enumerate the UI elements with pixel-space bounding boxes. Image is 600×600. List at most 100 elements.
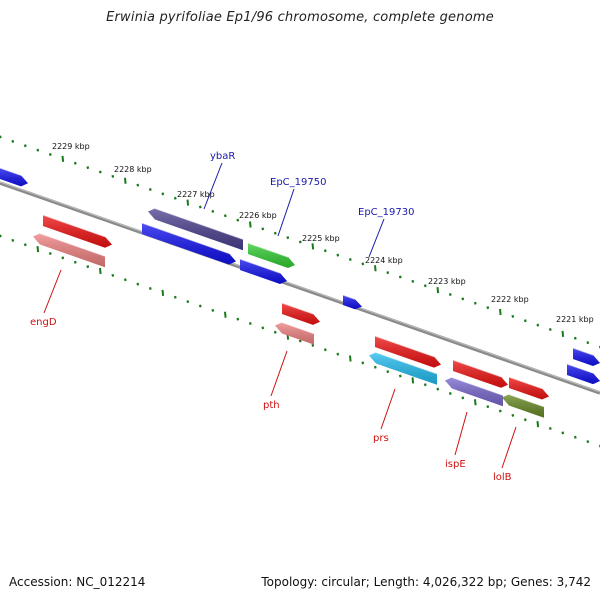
tick-mark [173, 196, 177, 200]
gene-feature[interactable] [275, 321, 315, 345]
tick-mark [336, 253, 340, 257]
scale-tick-label: 2228 kbp [114, 165, 152, 174]
tick-mark [523, 319, 527, 323]
gene-feature[interactable] [33, 232, 106, 268]
tick-mark [298, 240, 302, 244]
chromosome-backbone-highlight [0, 181, 600, 393]
gene-feature[interactable] [342, 294, 362, 310]
accession-text: Accession: NC_012214 [9, 575, 146, 589]
tick-mark [211, 308, 215, 312]
tick-mark [548, 328, 552, 331]
tick-mark [86, 166, 90, 170]
tick-mark [198, 304, 202, 308]
tick-mark [386, 271, 390, 275]
tick-mark [361, 361, 365, 365]
gene-label[interactable]: lolB [493, 472, 512, 483]
gene-feature[interactable] [281, 302, 320, 325]
gene-label-leader [454, 411, 468, 456]
tick-mark [536, 421, 540, 428]
tick-mark [136, 282, 140, 286]
tick-mark [111, 273, 115, 277]
tick-mark [286, 236, 290, 240]
gene-feature[interactable] [445, 376, 504, 407]
gene-features [0, 167, 600, 418]
tick-mark [186, 300, 190, 304]
tick-mark [361, 262, 365, 266]
gene-label[interactable]: prs [373, 433, 389, 444]
gene-feature[interactable] [247, 242, 295, 268]
gene-label-leader [380, 388, 396, 430]
tick-mark [99, 267, 102, 275]
tick-mark [374, 265, 377, 272]
tick-mark [211, 209, 215, 213]
tick-mark [311, 243, 315, 250]
tick-mark [61, 155, 65, 162]
tick-mark [561, 330, 565, 337]
tick-mark [73, 161, 77, 165]
tick-mark [498, 409, 502, 413]
tick-mark [373, 365, 377, 369]
gene-feature[interactable] [42, 214, 112, 248]
gene-feature[interactable] [148, 207, 244, 251]
gene-label[interactable]: EpC_19750 [270, 177, 326, 188]
tick-mark [461, 396, 465, 400]
scale-tick-label: 2223 kbp [428, 277, 466, 286]
tick-mark [123, 278, 127, 282]
tick-mark [0, 234, 2, 238]
gene-label[interactable]: pth [263, 400, 280, 411]
gene-feature[interactable] [508, 376, 549, 400]
gene-feature[interactable] [0, 167, 28, 187]
gene-feature[interactable] [141, 222, 236, 265]
tick-mark [386, 370, 390, 374]
gene-labels: ybaR EpC_19750 EpC_19730 engD pth prs ispE lolB [30, 151, 517, 483]
tick-mark [548, 427, 552, 430]
gene-label-leader [203, 162, 223, 210]
gene-feature[interactable] [452, 359, 508, 388]
tick-mark [523, 418, 527, 422]
gene-feature[interactable] [572, 347, 600, 366]
gene-label[interactable]: EpC_19730 [358, 207, 414, 218]
tick-mark [161, 192, 165, 196]
tick-mark [148, 287, 152, 290]
tick-mark [36, 148, 40, 152]
tick-mark [499, 308, 502, 316]
tick-mark [348, 258, 352, 261]
topology-text: Topology: circular; Length: 4,026,322 bp… [261, 575, 591, 589]
tick-mark [298, 339, 302, 343]
gene-feature[interactable] [566, 363, 600, 385]
tick-mark [486, 405, 490, 409]
tick-mark [411, 279, 415, 283]
tick-mark [586, 440, 590, 444]
tick-mark [61, 256, 65, 260]
tick-mark [173, 295, 177, 299]
tick-mark [436, 287, 440, 294]
tick-mark [0, 135, 2, 139]
tick-mark [511, 314, 515, 318]
tick-mark [198, 205, 202, 209]
gene-label[interactable]: ispE [445, 459, 466, 470]
gene-feature[interactable] [239, 258, 287, 284]
tick-mark [161, 289, 165, 296]
lower-tick-track [0, 234, 600, 448]
gene-feature[interactable] [502, 393, 545, 418]
tick-mark [323, 249, 327, 253]
tick-mark [461, 297, 465, 301]
tick-mark [436, 387, 440, 391]
tick-mark [249, 221, 252, 228]
tick-mark [111, 174, 115, 178]
tick-mark [148, 188, 152, 191]
tick-mark [561, 431, 565, 435]
tick-mark [448, 293, 452, 296]
gene-feature[interactable] [374, 335, 441, 368]
scale-tick-label: 2224 kbp [365, 256, 403, 265]
scale-tick-label: 2226 kbp [239, 211, 277, 220]
gene-label[interactable]: ybaR [210, 151, 235, 162]
tick-mark [273, 330, 277, 334]
gene-feature[interactable] [369, 351, 438, 385]
gene-label[interactable]: engD [30, 317, 57, 328]
scale-tick-label: 2229 kbp [52, 142, 90, 151]
tick-mark [336, 352, 340, 356]
tick-mark [586, 341, 590, 345]
tick-mark [236, 317, 240, 321]
